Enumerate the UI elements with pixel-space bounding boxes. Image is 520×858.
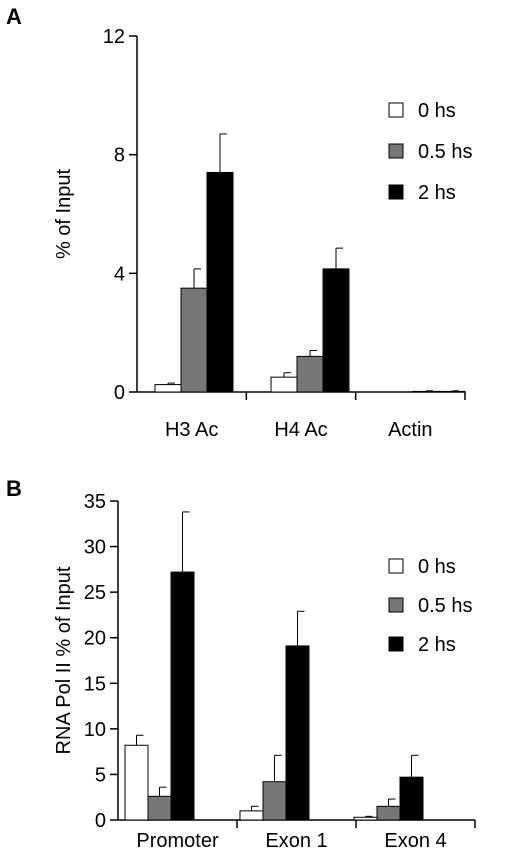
- bar: [296, 355, 324, 393]
- bar: [438, 390, 466, 393]
- bar: [170, 571, 195, 821]
- y-tick-label: 12: [103, 26, 125, 48]
- legend-swatch: [388, 636, 404, 652]
- bar: [285, 645, 310, 821]
- y-tick-label: 10: [84, 719, 106, 741]
- bar: [412, 390, 440, 393]
- legend-swatch: [388, 143, 404, 159]
- category-label: Exon 4: [384, 830, 446, 852]
- category-label: Actin: [388, 419, 432, 441]
- legend: 0 hs 0.5 hs 2 hs: [388, 556, 472, 656]
- legend-swatch: [388, 102, 404, 118]
- y-tick-label: 15: [84, 673, 106, 695]
- legend-swatch: [388, 558, 404, 574]
- y-tick-label: 30: [84, 537, 106, 559]
- y-tick-label: 35: [84, 491, 106, 513]
- bar: [147, 795, 172, 821]
- y-tick-label: 4: [114, 263, 125, 285]
- bar: [353, 816, 378, 821]
- bar: [180, 287, 208, 393]
- panel-b: B 0 5 10 15 20 25 30 35 RNA Pol II % of Input Prom…: [6, 476, 476, 852]
- panel-a: A 0 4 8 12 % of Input H3 Ac H4 Ac Actin 0 hs 0.5 h…: [6, 4, 472, 441]
- bar: [154, 384, 182, 393]
- legend-label: 0 hs: [418, 556, 456, 578]
- bar: [322, 268, 350, 393]
- category-label: Exon 1: [265, 830, 327, 852]
- bar: [124, 744, 149, 821]
- legend-label: 2 hs: [418, 182, 456, 204]
- bar: [399, 776, 424, 821]
- y-tick-label: 20: [84, 628, 106, 650]
- category-label: Promoter: [136, 830, 219, 852]
- panel-letter: B: [6, 476, 22, 501]
- y-tick-label: 25: [84, 582, 106, 604]
- legend-swatch: [388, 597, 404, 613]
- y-tick-label: 0: [114, 382, 125, 404]
- y-tick-label: 8: [114, 145, 125, 167]
- y-axis-label: % of Input: [53, 169, 75, 260]
- category-label: H3 Ac: [165, 419, 218, 441]
- y-axis-label: RNA Pol II % of Input: [53, 566, 75, 754]
- bar: [239, 810, 264, 821]
- legend-label: 0 hs: [418, 100, 456, 122]
- panel-letter: A: [6, 4, 22, 29]
- bar: [262, 781, 287, 821]
- y-tick-label: 0: [95, 810, 106, 832]
- bar: [376, 805, 401, 821]
- category-label: H4 Ac: [274, 419, 327, 441]
- bar: [270, 376, 298, 393]
- bar: [206, 171, 234, 393]
- legend: 0 hs 0.5 hs 2 hs: [388, 100, 472, 204]
- legend-label: 0.5 hs: [418, 595, 472, 617]
- y-tick-label: 5: [95, 764, 106, 786]
- legend-label: 2 hs: [418, 634, 456, 656]
- legend-swatch: [388, 184, 404, 200]
- legend-label: 0.5 hs: [418, 141, 472, 163]
